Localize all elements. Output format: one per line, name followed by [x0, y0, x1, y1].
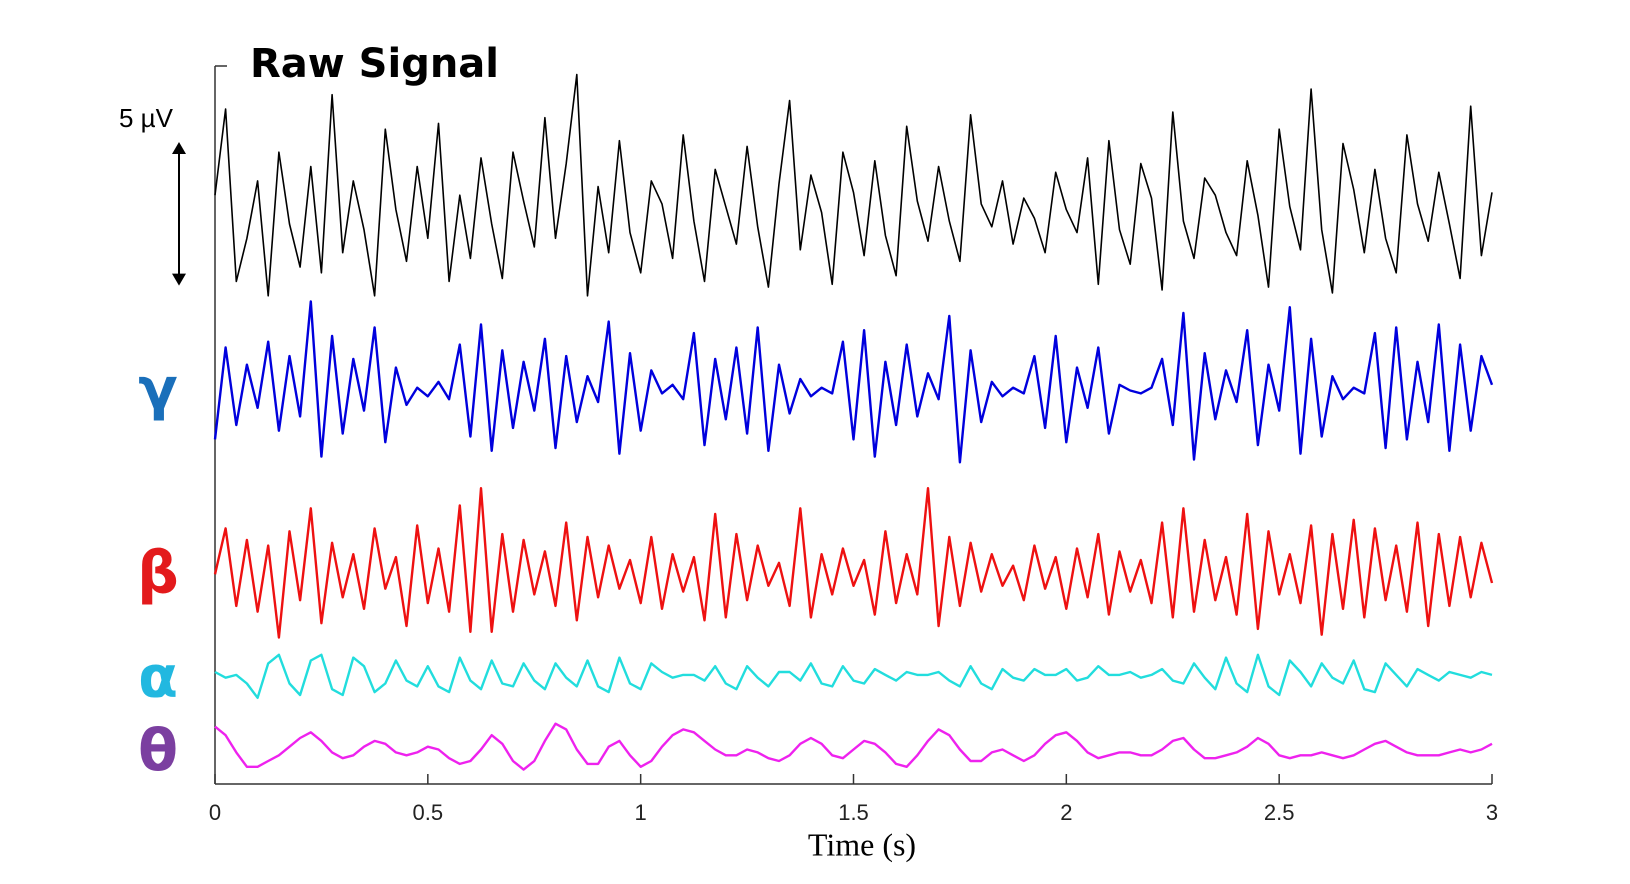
series-name: Raw Signal [250, 41, 499, 87]
x-axis-label: Time (s) [808, 826, 916, 862]
x-tick-label: 3 [1486, 800, 1498, 825]
series-name: γ [138, 354, 178, 422]
x-tick-label: 0 [209, 800, 221, 825]
signal-line [214, 722, 1493, 771]
scale-arrow [172, 273, 186, 286]
x-tick-label: 2.5 [1264, 800, 1295, 825]
signal-line [214, 73, 1493, 297]
series-name: β [137, 538, 179, 606]
signal-line [213, 300, 1494, 464]
x-tick-label: 2 [1060, 800, 1072, 825]
series-name: α [138, 642, 178, 710]
x-tick-label: 1.5 [838, 800, 869, 825]
x-tick-label: 0.5 [413, 800, 444, 825]
series-name: θ [138, 716, 178, 784]
x-tick-label: 1 [635, 800, 647, 825]
signal-line [213, 487, 1494, 639]
signal-line [214, 653, 1493, 699]
scale-arrow [172, 142, 186, 154]
scale-label: 5 µV [119, 103, 174, 133]
